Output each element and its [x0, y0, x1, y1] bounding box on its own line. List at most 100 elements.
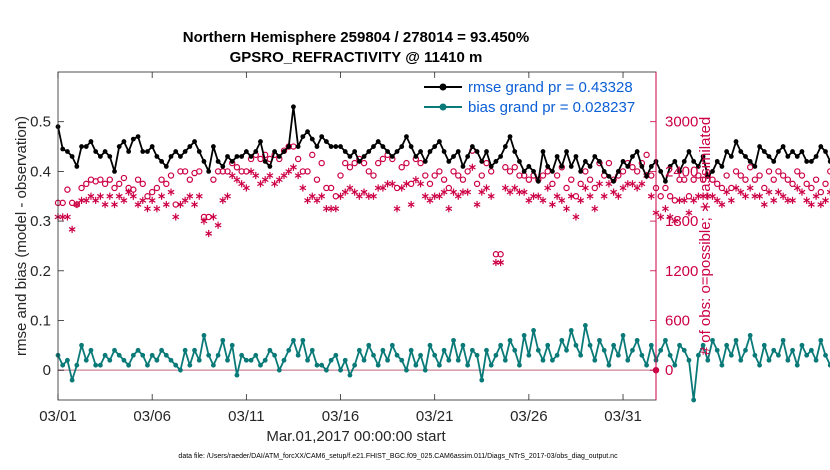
assimilated-point: [779, 192, 787, 200]
x-tick-label: 03/26: [510, 408, 548, 425]
rmse-point: [361, 154, 367, 159]
assimilated-point: [379, 184, 387, 192]
assimilated-point: [501, 184, 509, 192]
rmse-point: [644, 173, 649, 179]
rmse-point: [663, 178, 668, 184]
rmse-point: [239, 154, 245, 159]
possible-point: [144, 193, 151, 200]
assimilated-point: [261, 176, 269, 184]
chart-title-line1: Northern Hemisphere 259804 / 278014 = 93…: [183, 29, 529, 46]
rmse-point: [743, 154, 748, 159]
rmse-point: [404, 134, 409, 140]
rmse-point: [484, 149, 489, 154]
bias-point: [215, 352, 221, 358]
x-tick-label: 03/16: [322, 408, 360, 425]
rmse-point: [140, 149, 146, 154]
possible-point: [59, 199, 66, 207]
rmse-point: [507, 134, 513, 140]
possible-point: [798, 172, 806, 179]
possible-point: [605, 159, 613, 167]
possible-point: [746, 164, 754, 171]
possible-point: [511, 164, 518, 171]
assimilated-point: [581, 184, 589, 192]
assimilated-point: [252, 171, 260, 180]
rmse-point: [465, 154, 471, 159]
assimilated-point: [619, 184, 627, 192]
possible-point: [455, 172, 462, 179]
chart-title-line2: GPSRO_REFRACTIVITY @ 11410 m: [230, 49, 483, 66]
rmse-point: [371, 144, 376, 149]
possible-point: [506, 168, 514, 175]
right-y-axis: 0 600 1200 1800 2400 3000: [650, 114, 698, 379]
possible-point: [97, 176, 104, 183]
possible-point: [695, 172, 702, 179]
x-tick-label: 03/31: [604, 408, 642, 425]
possible-point: [64, 186, 71, 193]
right-y-tick-label: 3000: [665, 114, 698, 131]
assimilated-point: [633, 184, 641, 192]
rmse-point: [74, 164, 80, 169]
rmse-point: [291, 104, 296, 110]
assimilated-point: [563, 205, 570, 213]
bias-point: [267, 347, 273, 353]
rmse-point: [262, 159, 268, 164]
rmse-point: [672, 159, 678, 164]
rmse-point: [79, 144, 84, 149]
rmse-point: [818, 144, 824, 149]
assimilated-point: [87, 192, 95, 200]
assimilated-point: [450, 188, 457, 196]
assimilated-point: [671, 217, 679, 225]
bias-point: [196, 357, 202, 363]
possible-point: [153, 184, 161, 192]
bias-point: [163, 352, 169, 358]
bias-point: [714, 347, 720, 353]
assimilated-point: [812, 192, 820, 200]
assimilated-point: [82, 196, 90, 204]
possible-point: [568, 176, 575, 183]
assimilated-point: [709, 192, 716, 200]
bias-point: [220, 337, 226, 343]
possible-point: [459, 176, 467, 183]
rmse-point: [794, 154, 800, 159]
bias-point: [314, 362, 320, 368]
rmse-point: [502, 144, 508, 149]
rmse-point: [225, 154, 230, 159]
bias-point: [677, 342, 682, 348]
rmse-point: [399, 144, 405, 149]
possible-point: [643, 151, 650, 159]
rmse-point: [752, 164, 758, 169]
bias-point: [102, 352, 108, 358]
rmse-point: [286, 144, 292, 149]
bias-point: [427, 342, 433, 348]
bias-point: [634, 337, 640, 343]
assimilated-point: [167, 188, 175, 196]
rmse-point: [60, 146, 66, 152]
bias-point: [705, 357, 711, 363]
assimilated-point: [115, 192, 123, 200]
bias-point: [719, 362, 725, 368]
possible-point: [186, 176, 194, 183]
bias-point: [554, 352, 560, 358]
bias-point: [187, 362, 193, 368]
rmse-point: [545, 164, 551, 169]
rmse-point: [517, 159, 522, 164]
bias-point: [319, 362, 325, 368]
assimilated-point: [506, 188, 514, 196]
x-tick-label: 03/11: [228, 408, 264, 425]
assimilated-point: [713, 196, 721, 204]
assimilated-point: [718, 200, 726, 209]
assimilated-point: [224, 192, 231, 200]
assimilated-point: [746, 184, 754, 192]
bias-point: [309, 347, 315, 353]
assimilated-point: [181, 196, 189, 204]
assimilated-point: [106, 192, 114, 200]
assimilated-point: [370, 192, 377, 200]
bias-point: [804, 352, 810, 358]
bias-point: [592, 357, 598, 363]
assimilated-point: [544, 184, 552, 192]
bias-point: [667, 352, 673, 358]
assimilated-point: [299, 184, 307, 192]
possible-point: [572, 193, 580, 200]
possible-point: [313, 176, 321, 183]
rmse-point: [305, 129, 310, 135]
